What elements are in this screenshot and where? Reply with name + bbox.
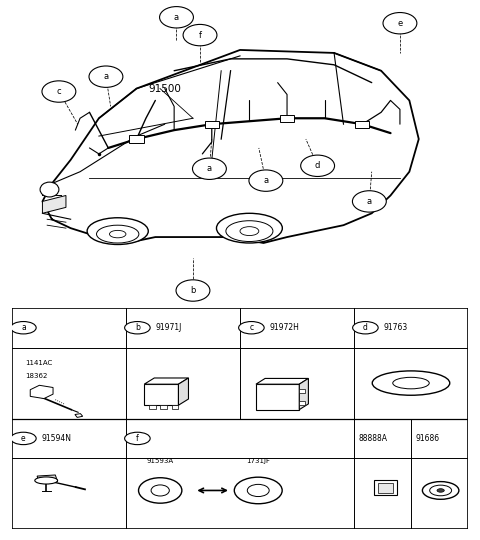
Text: a: a <box>103 72 108 81</box>
Text: 91594N: 91594N <box>42 434 72 443</box>
Text: c: c <box>249 323 253 332</box>
Text: a: a <box>21 323 26 332</box>
Bar <box>373 481 397 495</box>
Circle shape <box>353 321 378 334</box>
Text: a: a <box>174 13 179 22</box>
Circle shape <box>11 321 36 334</box>
Ellipse shape <box>234 477 282 504</box>
Polygon shape <box>75 414 83 417</box>
Circle shape <box>300 155 335 177</box>
Circle shape <box>183 24 217 46</box>
Ellipse shape <box>139 478 182 503</box>
Bar <box>256 384 300 410</box>
Text: 91500: 91500 <box>148 84 181 93</box>
Ellipse shape <box>437 489 444 492</box>
Circle shape <box>125 432 150 444</box>
Ellipse shape <box>216 213 282 243</box>
Ellipse shape <box>226 221 273 241</box>
Circle shape <box>383 12 417 34</box>
Bar <box>172 405 179 409</box>
Bar <box>300 401 305 405</box>
Text: a: a <box>207 164 212 173</box>
Ellipse shape <box>40 182 59 197</box>
Bar <box>144 384 179 405</box>
Text: 91971J: 91971J <box>156 323 182 332</box>
Ellipse shape <box>151 485 169 496</box>
Ellipse shape <box>109 231 126 238</box>
Polygon shape <box>37 475 58 483</box>
Bar <box>378 483 393 492</box>
Circle shape <box>176 280 210 301</box>
Polygon shape <box>30 386 53 399</box>
Ellipse shape <box>87 218 148 245</box>
Polygon shape <box>42 195 66 213</box>
Text: b: b <box>190 286 196 295</box>
Text: 18362: 18362 <box>26 374 48 380</box>
Text: 91763: 91763 <box>384 323 408 332</box>
Text: f: f <box>136 434 139 443</box>
Circle shape <box>42 81 76 102</box>
Bar <box>355 120 370 128</box>
Ellipse shape <box>247 484 269 497</box>
Text: e: e <box>397 19 403 28</box>
Circle shape <box>125 321 150 334</box>
Text: 1141AC: 1141AC <box>26 360 53 366</box>
Ellipse shape <box>96 225 139 243</box>
Text: e: e <box>21 434 26 443</box>
Circle shape <box>249 170 283 191</box>
Circle shape <box>159 6 193 28</box>
Text: a: a <box>264 176 268 185</box>
Bar <box>149 405 156 409</box>
Text: 91972H: 91972H <box>270 323 300 332</box>
Polygon shape <box>179 378 189 405</box>
Ellipse shape <box>430 485 452 496</box>
Polygon shape <box>256 379 309 384</box>
Ellipse shape <box>393 377 429 389</box>
Text: c: c <box>57 87 61 96</box>
Circle shape <box>352 191 386 212</box>
Polygon shape <box>144 378 189 384</box>
Polygon shape <box>300 379 309 410</box>
Bar <box>300 389 305 393</box>
Text: f: f <box>199 31 202 39</box>
Text: 1731JF: 1731JF <box>246 458 270 464</box>
Circle shape <box>11 432 36 444</box>
Text: b: b <box>135 323 140 332</box>
Text: d: d <box>315 161 320 170</box>
Ellipse shape <box>422 482 459 500</box>
Bar <box>160 405 167 409</box>
Ellipse shape <box>372 371 450 395</box>
Bar <box>280 114 294 122</box>
Ellipse shape <box>35 477 58 484</box>
Text: d: d <box>363 323 368 332</box>
Circle shape <box>192 158 227 179</box>
Circle shape <box>239 321 264 334</box>
Text: 91593A: 91593A <box>146 458 174 464</box>
Text: 88888A: 88888A <box>359 434 387 443</box>
Bar <box>204 120 219 128</box>
Circle shape <box>89 66 123 87</box>
Ellipse shape <box>240 227 259 235</box>
Text: a: a <box>367 197 372 206</box>
Text: 91686: 91686 <box>416 434 440 443</box>
Bar <box>130 136 144 143</box>
